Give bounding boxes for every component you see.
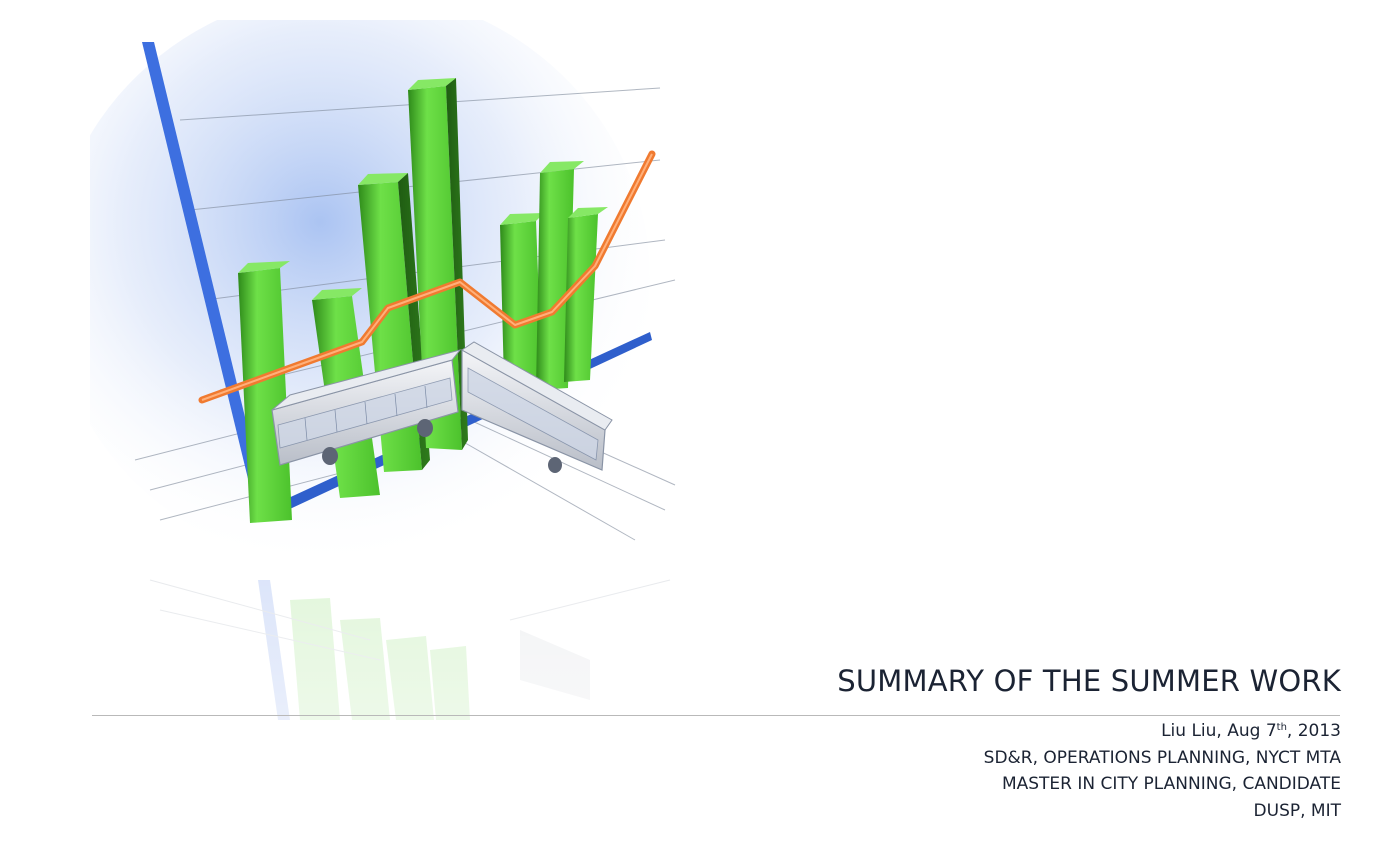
affiliation-line: SD&R, OPERATIONS PLANNING, NYCT MTA bbox=[983, 747, 1341, 768]
trend-line-highlight bbox=[201, 153, 653, 401]
author-date-line: Liu Liu, Aug 7th, 2013 bbox=[984, 718, 1341, 745]
institution-line: DUSP, MIT bbox=[1253, 800, 1341, 821]
date-ordinal: th bbox=[1276, 722, 1287, 733]
bar-chart-bus-illustration bbox=[90, 20, 710, 720]
degree-line: MASTER IN CITY PLANNING, CANDIDATE bbox=[1001, 774, 1341, 794]
author-date-prefix: Liu Liu, Aug 7 bbox=[1161, 721, 1277, 741]
subtitle-block: Liu Liu, Aug 7th, 2013 SD&R, OPERATIONS … bbox=[984, 718, 1341, 824]
bar-1 bbox=[238, 261, 292, 523]
slide-title: SUMMARY OF THE SUMMER WORK bbox=[837, 664, 1341, 698]
author-date-suffix: , 2013 bbox=[1286, 721, 1341, 741]
y-axis bbox=[142, 42, 270, 520]
bar-6 bbox=[536, 161, 584, 390]
bus-icon bbox=[271, 341, 613, 473]
bar-5 bbox=[500, 213, 544, 382]
bar-7 bbox=[564, 207, 608, 382]
divider-rule bbox=[92, 715, 1340, 716]
